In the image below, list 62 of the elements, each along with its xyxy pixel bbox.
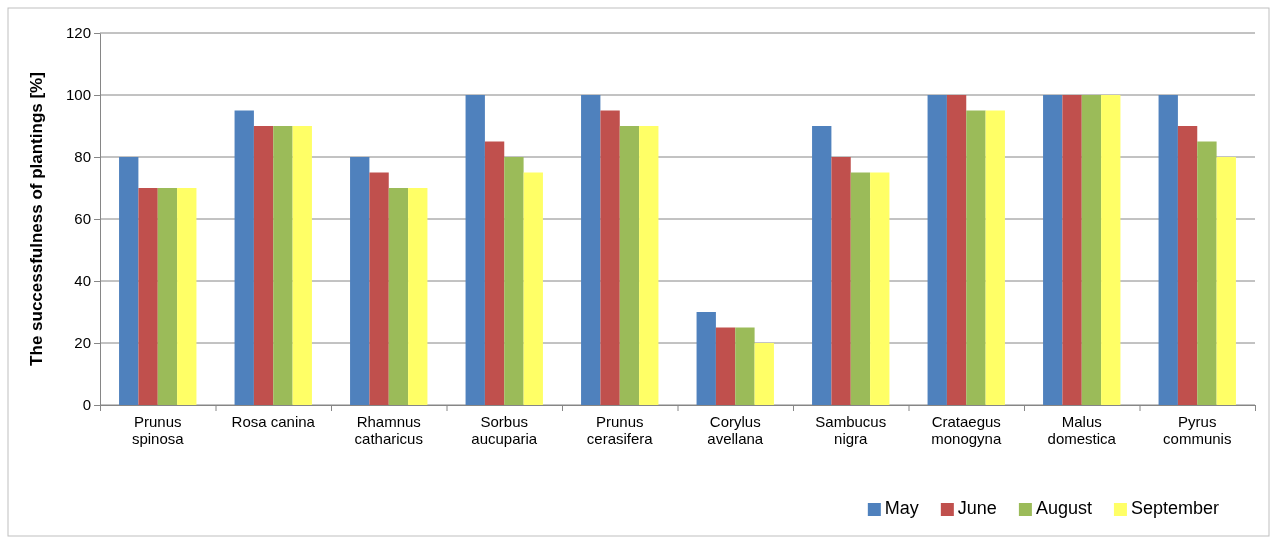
bar xyxy=(484,141,505,405)
bar xyxy=(754,343,774,405)
bar xyxy=(581,95,601,405)
bar xyxy=(523,172,543,405)
bar xyxy=(1158,95,1178,405)
x-tick-label: Rhamnus catharicus xyxy=(354,413,423,447)
x-tick-label: Corylus avellana xyxy=(707,413,764,447)
bar xyxy=(1177,126,1198,405)
y-tick-label: 100 xyxy=(65,86,91,104)
bar xyxy=(850,172,871,405)
bar xyxy=(1197,141,1217,405)
x-tick-label: Pyrus communis xyxy=(1163,413,1232,447)
bar xyxy=(177,188,197,405)
bar xyxy=(696,312,716,405)
y-tick-label: 60 xyxy=(74,210,91,228)
x-tick-label: Prunus spinosa xyxy=(131,413,185,447)
bar xyxy=(600,110,620,405)
bar xyxy=(831,157,851,405)
legend-label: September xyxy=(1130,498,1219,518)
bar xyxy=(927,95,947,405)
x-tick-label: Crataegus monogyna xyxy=(931,413,1002,447)
bar xyxy=(273,126,293,405)
bar xyxy=(504,157,524,405)
bar xyxy=(735,327,755,405)
bar xyxy=(253,126,274,405)
bar xyxy=(946,95,967,405)
y-tick-label: 80 xyxy=(74,148,91,166)
bar xyxy=(966,110,986,405)
bar xyxy=(234,110,254,405)
legend-label: August xyxy=(1035,498,1092,518)
bar xyxy=(408,188,428,405)
y-tick-label: 0 xyxy=(82,396,91,414)
bar xyxy=(138,188,158,405)
x-tick-label: Sorbus aucuparia xyxy=(471,413,538,447)
bar xyxy=(1062,95,1082,405)
bar xyxy=(292,126,312,405)
x-tick-label: Sambucus nigra xyxy=(815,413,887,447)
legend-label: May xyxy=(884,498,919,518)
bar xyxy=(985,110,1005,405)
bar xyxy=(350,157,370,405)
bar xyxy=(639,126,659,405)
bar xyxy=(870,172,890,405)
y-axis-title: The successfulness of plantings [%] xyxy=(27,72,46,366)
x-tick-label: Malus domestica xyxy=(1047,413,1117,447)
bar xyxy=(157,188,178,405)
bar xyxy=(388,188,409,405)
bar xyxy=(1043,95,1063,405)
legend-label: June xyxy=(957,498,997,518)
bar xyxy=(465,95,485,405)
bar xyxy=(715,327,736,405)
x-tick-label: Prunus cerasifera xyxy=(586,413,654,447)
y-tick-label: 40 xyxy=(74,272,91,290)
bar xyxy=(369,172,389,405)
bar xyxy=(812,126,832,405)
bar xyxy=(1101,95,1121,405)
y-tick-label: 20 xyxy=(74,334,91,352)
bar xyxy=(1216,157,1236,405)
y-tick-label: 120 xyxy=(65,24,91,42)
bar xyxy=(619,126,640,405)
bar xyxy=(1081,95,1102,405)
x-tick-label: Rosa canina xyxy=(231,413,316,430)
bar xyxy=(119,157,139,405)
